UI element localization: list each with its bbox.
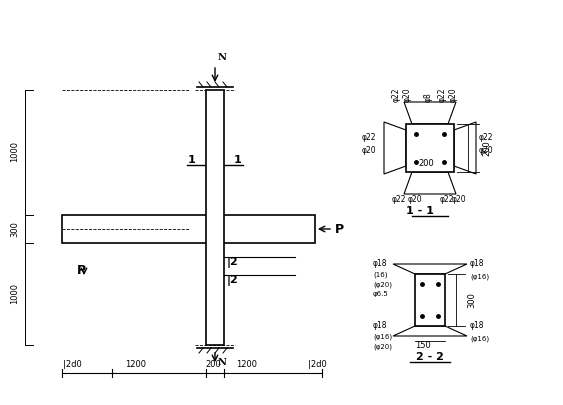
Bar [406, 124, 454, 172]
Text: 2 - 2: 2 - 2 [416, 352, 444, 362]
Text: φ22: φ22 [479, 133, 494, 142]
Text: (φ16): (φ16) [470, 335, 489, 341]
Polygon shape [404, 172, 456, 194]
Text: N: N [218, 358, 227, 367]
Text: φ22: φ22 [438, 87, 447, 102]
Text: P: P [335, 223, 344, 236]
Text: 1200: 1200 [125, 360, 146, 369]
Text: 1200: 1200 [236, 360, 257, 369]
Text: φ22: φ22 [362, 133, 377, 142]
Polygon shape [384, 122, 406, 174]
Text: φ18: φ18 [470, 321, 485, 330]
Text: P: P [77, 264, 86, 277]
Text: |2: |2 [227, 275, 239, 286]
Text: φ22: φ22 [392, 195, 406, 204]
Text: |2: |2 [227, 257, 239, 268]
Text: N: N [218, 53, 227, 62]
Text: φ8: φ8 [424, 92, 433, 102]
Text: (φ16): (φ16) [470, 273, 489, 279]
Text: |2d0: |2d0 [308, 360, 327, 369]
Text: (φ20): (φ20) [373, 343, 392, 350]
Text: (φ20): (φ20) [373, 281, 392, 288]
Text: 300: 300 [467, 292, 476, 308]
Text: φ20: φ20 [362, 146, 377, 155]
Text: 1 - 1: 1 - 1 [406, 206, 434, 216]
Polygon shape [393, 264, 467, 274]
Text: 200: 200 [482, 140, 491, 156]
Text: 300: 300 [11, 221, 20, 237]
Text: |2d0: |2d0 [63, 360, 82, 369]
Text: φ22: φ22 [392, 87, 401, 102]
Text: 1: 1 [234, 155, 242, 165]
Text: φ22: φ22 [440, 195, 454, 204]
Text: (16): (16) [373, 271, 387, 277]
Bar [62, 215, 315, 243]
Text: φ18: φ18 [470, 259, 485, 268]
Text: φ20: φ20 [452, 195, 467, 204]
Text: 150: 150 [415, 341, 431, 350]
Text: φ20: φ20 [449, 87, 458, 102]
Text: φ6.5: φ6.5 [373, 291, 388, 297]
Text: 200: 200 [418, 159, 434, 168]
Polygon shape [454, 122, 476, 174]
Bar [206, 90, 224, 345]
Text: 1000: 1000 [11, 141, 20, 162]
Text: φ18: φ18 [373, 259, 387, 268]
Text: φ18: φ18 [373, 321, 387, 330]
Text: 1: 1 [188, 155, 196, 165]
Polygon shape [393, 326, 467, 336]
Bar [415, 274, 445, 326]
Text: 1000: 1000 [11, 284, 20, 305]
Polygon shape [404, 102, 456, 124]
Text: φ20: φ20 [403, 87, 412, 102]
Text: φ20: φ20 [479, 146, 494, 155]
Text: φ20: φ20 [408, 195, 423, 204]
Text: (φ16): (φ16) [373, 333, 392, 339]
Text: 200: 200 [205, 360, 221, 369]
